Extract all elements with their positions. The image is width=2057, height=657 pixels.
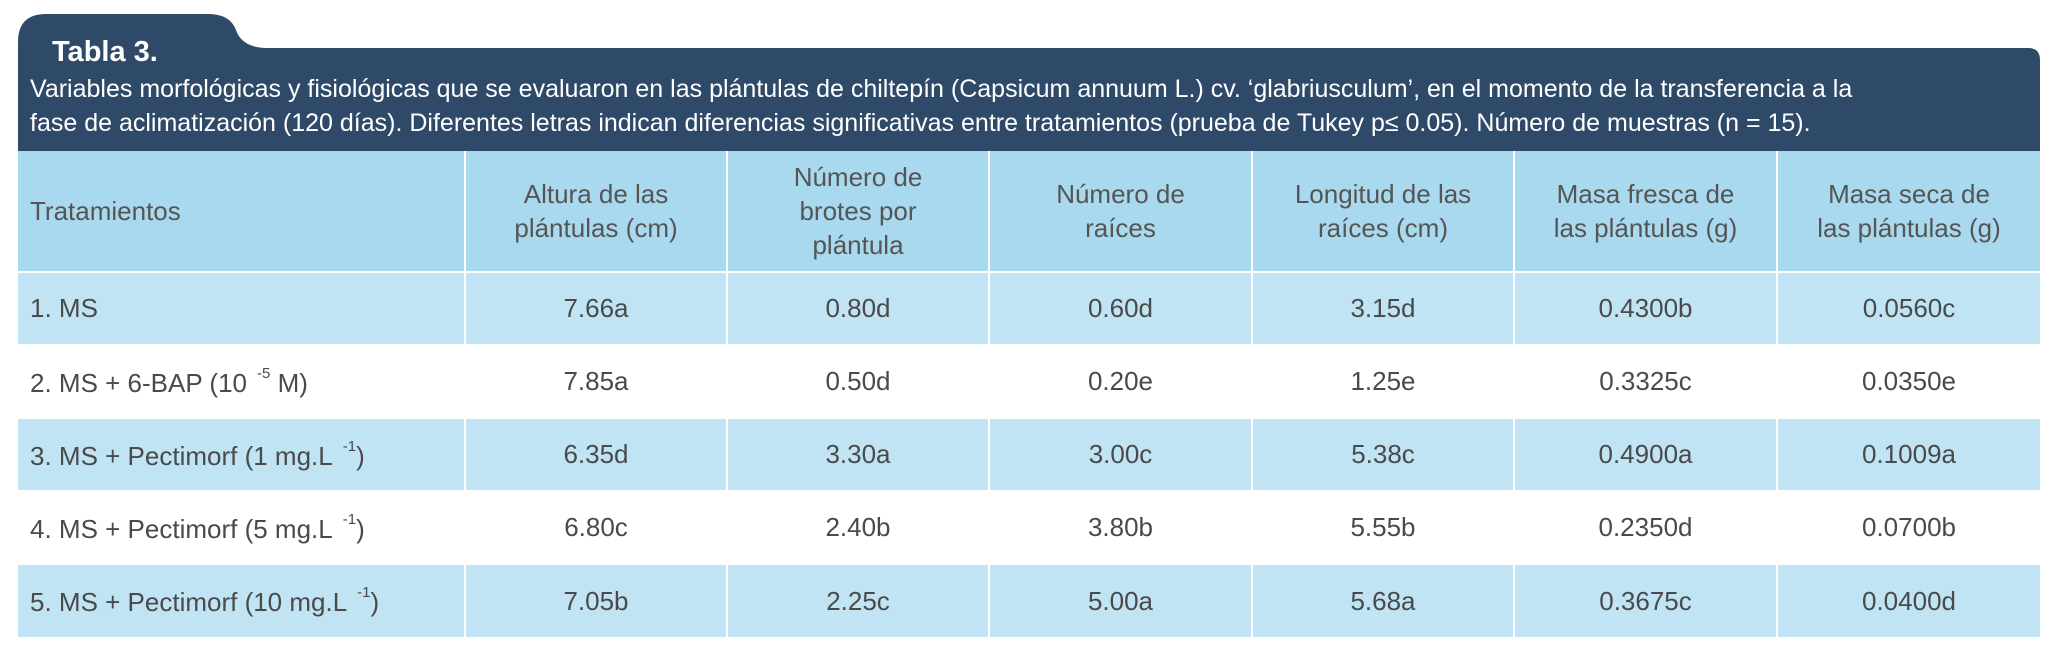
table-title: Tabla 3. bbox=[52, 36, 158, 68]
table-cell: 0.0350e bbox=[1862, 366, 1956, 396]
column-header-line: Tratamientos bbox=[30, 196, 181, 226]
table-cell: 1.25e bbox=[1252, 345, 1515, 418]
treatment-cell: 1. MS bbox=[18, 272, 466, 345]
treatment-label-tail: ) bbox=[370, 587, 380, 617]
table-cell: 0.4300b bbox=[1514, 272, 1778, 345]
treatment-cell: 5. MS + Pectimorf (10 mg.L -1) bbox=[18, 564, 466, 637]
table-cell: 0.20e bbox=[989, 345, 1253, 418]
table-cell: 2.40b bbox=[727, 491, 990, 564]
table-cell: 0.3675c bbox=[1514, 564, 1778, 637]
table-cell: 7.05b bbox=[465, 564, 728, 637]
treatment-label-tail: M) bbox=[277, 367, 308, 398]
table-cell: 0.0700b bbox=[1862, 512, 1956, 542]
column-header-masa-fresca: Masa fresca de las plántulas (g) bbox=[1514, 151, 1778, 272]
table-cell: 5.55b bbox=[1252, 491, 1515, 564]
column-header-line: las plántulas (g) bbox=[1553, 213, 1738, 243]
table-cell: 5.68a bbox=[1252, 564, 1515, 637]
table-cell: 3.80b bbox=[989, 491, 1253, 564]
table-cell: 7.66a bbox=[465, 272, 728, 345]
column-header-line: plántula bbox=[812, 230, 904, 260]
treatment-cell: 2. MS + 6-BAP (10 -5 M) bbox=[18, 345, 466, 418]
column-header-line: brotes por bbox=[799, 196, 917, 226]
table-cell: 0.4900a bbox=[1514, 418, 1778, 491]
table-cell: 0.3325c bbox=[1514, 345, 1778, 418]
treatment-label: 3. MS + Pectimorf (1 mg.L bbox=[30, 440, 333, 471]
data-table: Tratamientos Altura de las plántulas (cm… bbox=[18, 151, 2040, 637]
table-cell: 0.50d bbox=[727, 345, 990, 418]
treatment-superscript: -1 bbox=[357, 584, 371, 601]
table-cell: 0.80d bbox=[727, 272, 990, 345]
caption-line-1: Variables morfológicas y fisiológicas qu… bbox=[30, 75, 1853, 103]
table-cell: 0.60d bbox=[989, 272, 1253, 345]
table-cell: 0.2350d bbox=[1514, 491, 1778, 564]
header-panel bbox=[18, 14, 2040, 154]
table-cell: 3.15d bbox=[1252, 272, 1515, 345]
treatment-label: 1. MS bbox=[30, 293, 98, 323]
table-cell: 0.0400d bbox=[1862, 585, 1956, 616]
column-header-line: las plántulas (g) bbox=[1817, 213, 2001, 243]
table-cell: 6.80c bbox=[465, 491, 728, 564]
column-header-brotes: Número de brotes por plántula bbox=[727, 151, 990, 272]
table-cell: 5.00a bbox=[989, 564, 1253, 637]
column-header-line: plántulas (cm) bbox=[514, 213, 678, 243]
treatment-label-tail: ) bbox=[356, 513, 365, 544]
column-header-line: raíces (cm) bbox=[1318, 213, 1448, 243]
treatment-label-tail: ) bbox=[356, 440, 365, 471]
table-row: 4. MS + Pectimorf (5 mg.L -1) 6.80c 2.40b… bbox=[18, 491, 2040, 564]
treatment-cell: 3. MS + Pectimorf (1 mg.L -1) bbox=[18, 418, 466, 491]
table-row: 5. MS + Pectimorf (10 mg.L -1) 7.05b 2.25… bbox=[18, 564, 2040, 637]
table-row: 1. MS 7.66a 0.80d 0.60d 3.15d 0.4300b 0.… bbox=[18, 272, 2040, 345]
table-cell: 6.35d bbox=[465, 418, 728, 491]
column-header-line: Longitud de las bbox=[1294, 179, 1472, 209]
column-header-raices: Número de raíces bbox=[989, 151, 1253, 272]
column-header-line: Masa seca de bbox=[1828, 179, 1990, 209]
column-header-line: raíces bbox=[1085, 213, 1156, 243]
column-header-masa-seca: Masa seca de las plántulas (g) bbox=[1777, 151, 2040, 272]
table-cell: 0.0560c bbox=[1862, 293, 1956, 323]
treatment-superscript: -1 bbox=[342, 510, 357, 528]
treatment-label: 2. MS + 6-BAP (10 bbox=[30, 367, 248, 398]
table-cell: 7.85a bbox=[465, 345, 728, 418]
treatment-label: 5. MS + Pectimorf (10 mg.L bbox=[30, 587, 348, 617]
table-cell: 0.1009a bbox=[1862, 439, 1956, 469]
treatment-label: 4. MS + Pectimorf (5 mg.L bbox=[30, 513, 333, 544]
table-caption: Variables morfológicas y fisiológicas qu… bbox=[30, 72, 2035, 140]
treatment-cell: 4. MS + Pectimorf (5 mg.L -1) bbox=[18, 491, 466, 564]
column-header-line: Masa fresca de bbox=[1556, 179, 1735, 209]
column-header-row: Tratamientos Altura de las plántulas (cm… bbox=[18, 151, 2040, 272]
treatment-superscript: -5 bbox=[257, 364, 271, 382]
column-header-line: Altura de las bbox=[523, 179, 669, 209]
treatment-superscript: -1 bbox=[342, 437, 357, 455]
caption-line-2: fase de aclimatización (120 días). Difer… bbox=[30, 109, 1811, 137]
table-cell: 5.38c bbox=[1252, 418, 1515, 491]
table-row: 3. MS + Pectimorf (1 mg.L -1) 6.35d 3.30a… bbox=[18, 418, 2040, 491]
column-header-tratamientos: Tratamientos bbox=[18, 151, 466, 272]
column-header-line: Número de bbox=[1056, 179, 1185, 209]
column-header-longitud: Longitud de las raíces (cm) bbox=[1252, 151, 1515, 272]
table-row: 2. MS + 6-BAP (10 -5 M) 7.85a 0.50d 0.20e… bbox=[18, 345, 2040, 418]
table-cell: 3.30a bbox=[727, 418, 990, 491]
column-header-altura: Altura de las plántulas (cm) bbox=[465, 151, 728, 272]
column-header-line: Número de bbox=[793, 162, 923, 192]
table-cell: 2.25c bbox=[727, 564, 990, 637]
table-cell: 3.00c bbox=[989, 418, 1253, 491]
